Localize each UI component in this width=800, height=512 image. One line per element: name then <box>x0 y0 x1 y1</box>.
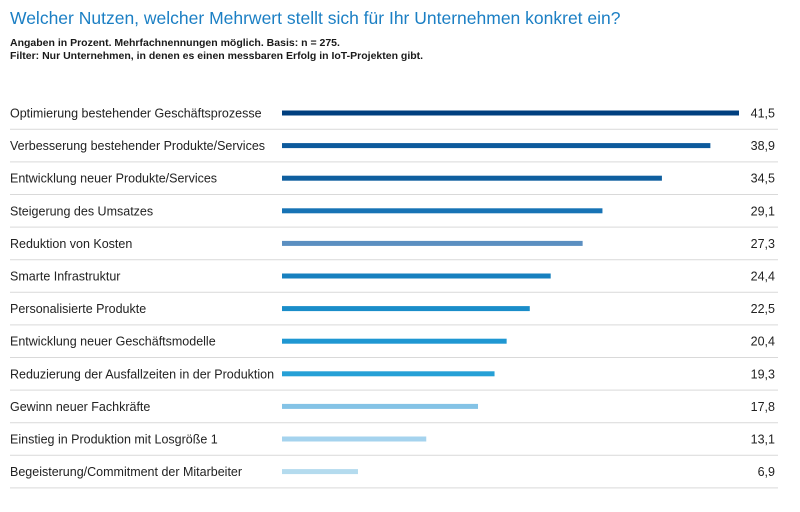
value-label: 29,1 <box>751 204 775 218</box>
value-label: 6,9 <box>758 465 775 479</box>
category-label: Optimierung bestehender Geschäftsprozess… <box>10 107 262 121</box>
bar <box>282 469 358 475</box>
bar <box>282 273 551 279</box>
value-label: 38,9 <box>751 139 775 153</box>
value-label: 34,5 <box>751 172 775 186</box>
category-label: Steigerung des Umsatzes <box>10 204 153 218</box>
category-label: Einstieg in Produktion mit Losgröße 1 <box>10 433 218 447</box>
bar <box>282 143 711 149</box>
chart-subtitle-filter: Filter: Nur Unternehmen, in denen es ein… <box>10 50 424 62</box>
chart-subtitle-basis: Angaben in Prozent. Mehrfachnennungen mö… <box>10 37 340 49</box>
category-label: Entwicklung neuer Geschäftsmodelle <box>10 335 216 349</box>
category-label: Smarte Infrastruktur <box>10 270 120 284</box>
bar <box>282 436 427 442</box>
bar <box>282 240 583 246</box>
bar <box>282 338 507 344</box>
value-label: 20,4 <box>751 335 775 349</box>
bar <box>282 208 603 214</box>
value-label: 27,3 <box>751 237 775 251</box>
value-label: 24,4 <box>751 270 775 284</box>
category-label: Reduzierung der Ausfallzeiten in der Pro… <box>10 367 274 381</box>
chart-title: Welcher Nutzen, welcher Mehrwert stellt … <box>10 8 621 28</box>
bar <box>282 403 479 409</box>
category-label: Verbesserung bestehender Produkte/Servic… <box>10 139 265 153</box>
value-label: 13,1 <box>751 433 775 447</box>
bar <box>282 175 662 181</box>
bar <box>282 371 495 377</box>
category-label: Begeisterung/Commitment der Mitarbeiter <box>10 465 242 479</box>
value-label: 41,5 <box>751 107 775 121</box>
bar <box>282 306 530 312</box>
bar <box>282 110 739 116</box>
value-label: 17,8 <box>751 400 775 414</box>
category-label: Entwicklung neuer Produkte/Services <box>10 172 217 186</box>
value-label: 19,3 <box>751 367 775 381</box>
value-label: 22,5 <box>751 302 775 316</box>
category-label: Personalisierte Produkte <box>10 302 146 316</box>
category-label: Reduktion von Kosten <box>10 237 132 251</box>
category-label: Gewinn neuer Fachkräfte <box>10 400 150 414</box>
